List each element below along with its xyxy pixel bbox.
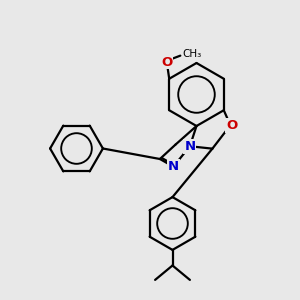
Text: CH₃: CH₃: [182, 49, 201, 59]
Text: O: O: [226, 119, 238, 132]
Text: O: O: [161, 56, 172, 69]
Text: N: N: [184, 140, 195, 153]
Text: N: N: [168, 160, 179, 173]
